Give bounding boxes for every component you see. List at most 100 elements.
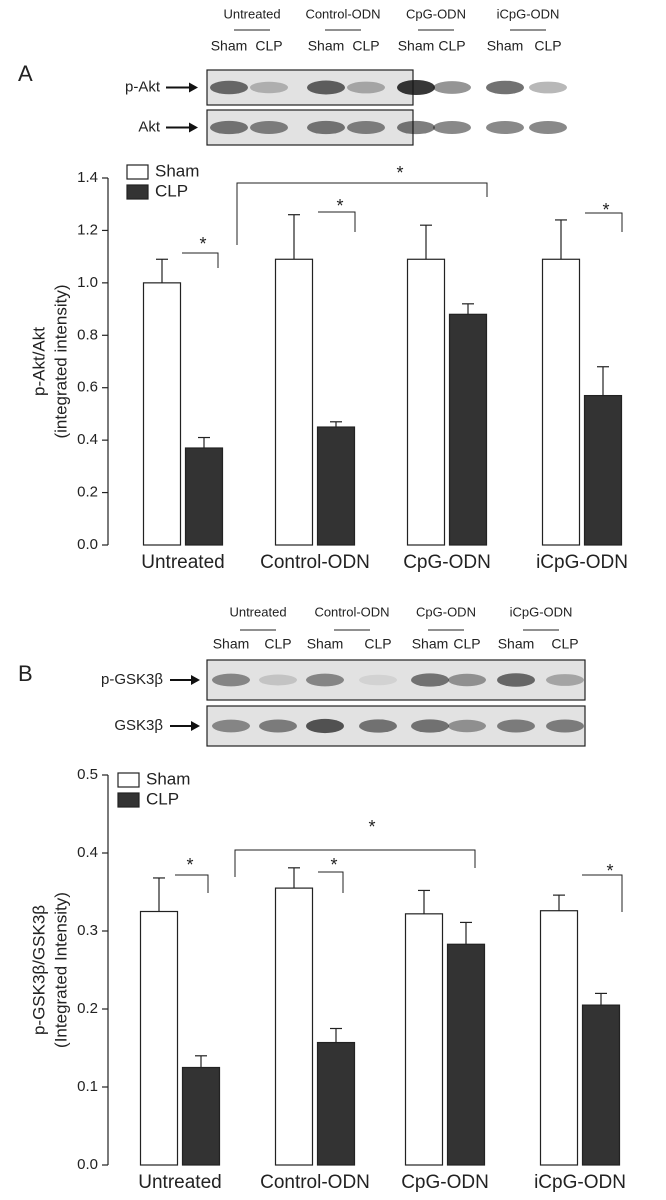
blot-row-label: GSK3β	[114, 717, 163, 734]
blot-band	[250, 81, 288, 94]
y-tick-label: 0.5	[77, 766, 98, 783]
significance-bracket	[318, 211, 356, 232]
bar	[581, 1004, 621, 1166]
y-tick-label: 0.6	[77, 379, 98, 396]
y-axis-label: p-Akt/Akt	[29, 327, 48, 396]
blot-band	[307, 80, 345, 95]
significance-bracket	[582, 874, 623, 912]
significance-star: *	[336, 196, 343, 216]
blot-band	[411, 719, 449, 733]
blot-group-label: CpG-ODN	[416, 604, 476, 619]
panel-label: B	[18, 661, 33, 686]
significance-star: *	[602, 200, 609, 220]
blot-lane-label: CLP	[364, 636, 391, 652]
blot-band	[306, 673, 344, 687]
blot-lane-label: CLP	[551, 636, 578, 652]
significance-bracket	[234, 849, 476, 877]
blot-group-label: Untreated	[229, 604, 286, 619]
y-tick-label: 0.4	[77, 844, 98, 861]
blot-band	[210, 120, 248, 135]
blot-band	[411, 673, 449, 687]
y-tick-label: 0.2	[77, 484, 98, 501]
blot-band	[250, 121, 288, 134]
blot-band	[486, 80, 524, 95]
arrow-head	[189, 122, 198, 133]
blot-band	[306, 718, 344, 734]
x-tick-label: iCpG-ODN	[536, 552, 628, 573]
y-tick-label: 0.0	[77, 1156, 98, 1173]
blot-lane-label: Sham	[498, 636, 535, 652]
legend-label: CLP	[155, 181, 188, 200]
x-tick-label: Untreated	[138, 1172, 221, 1193]
blot-band	[433, 81, 471, 94]
legend-swatch	[126, 184, 149, 200]
x-tick-label: CpG-ODN	[403, 552, 491, 573]
blot-band	[210, 80, 248, 95]
blot-band	[546, 719, 584, 733]
bar	[446, 943, 486, 1166]
bar	[181, 1066, 221, 1166]
blot-band	[359, 674, 397, 686]
blot-group-label: Control-ODN	[305, 6, 380, 21]
blot-band	[448, 673, 486, 687]
significance-bracket	[318, 871, 344, 893]
bar	[274, 887, 314, 1166]
blot-band	[529, 121, 567, 134]
blot-lane-label: CLP	[453, 636, 480, 652]
blot-band	[497, 673, 535, 687]
significance-star: *	[186, 855, 193, 875]
blot-group-label: iCpG-ODN	[497, 6, 560, 21]
y-tick-label: 0.8	[77, 326, 98, 343]
blot-lane-label: CLP	[255, 38, 282, 54]
blot-lane-label: Sham	[211, 38, 248, 54]
blot-group-label: CpG-ODN	[406, 6, 466, 21]
x-tick-label: Untreated	[141, 552, 224, 573]
y-tick-label: 1.2	[77, 221, 98, 238]
x-tick-label: CpG-ODN	[401, 1172, 489, 1193]
blot-band	[397, 120, 435, 135]
blot-row-label: Akt	[138, 118, 161, 135]
y-axis-label: (Integrated Intensity)	[51, 892, 70, 1048]
significance-star: *	[368, 817, 375, 837]
bar	[139, 910, 179, 1166]
bar	[583, 394, 623, 546]
y-tick-label: 0.2	[77, 1000, 98, 1017]
bar	[448, 313, 488, 546]
bar	[406, 258, 446, 546]
x-tick-label: Control-ODN	[260, 1172, 370, 1193]
blot-band	[397, 79, 435, 96]
bar	[184, 447, 224, 546]
significance-bracket	[236, 182, 488, 245]
blot-band	[529, 81, 567, 94]
blot-band	[307, 120, 345, 135]
blot-band	[448, 719, 486, 733]
arrow-head	[191, 675, 200, 685]
blot-lane-label: Sham	[487, 38, 524, 54]
y-axis-label: p-GSK3β/GSK3β	[29, 905, 48, 1035]
bar	[274, 258, 314, 546]
y-tick-label: 0.3	[77, 922, 98, 939]
y-tick-label: 1.4	[77, 169, 98, 186]
blot-band	[359, 719, 397, 733]
y-tick-label: 1.0	[77, 274, 98, 291]
legend-label: CLP	[146, 789, 179, 808]
significance-star: *	[606, 861, 613, 881]
blot-lane-label: CLP	[352, 38, 379, 54]
blot-lane-label: Sham	[307, 636, 344, 652]
blot-band	[546, 674, 584, 686]
bar	[541, 258, 581, 546]
blot-row-label: p-GSK3β	[101, 671, 163, 688]
significance-bracket	[175, 874, 209, 893]
significance-bracket	[182, 252, 219, 268]
legend-swatch	[117, 772, 140, 788]
significance-star: *	[330, 855, 337, 875]
x-tick-label: Control-ODN	[260, 552, 370, 573]
bar	[316, 1041, 356, 1166]
blot-group-label: Control-ODN	[314, 604, 389, 619]
significance-star: *	[199, 234, 206, 254]
y-tick-label: 0.4	[77, 431, 98, 448]
blot-lane-label: CLP	[438, 38, 465, 54]
legend-label: Sham	[155, 161, 199, 180]
blot-band	[347, 81, 385, 94]
